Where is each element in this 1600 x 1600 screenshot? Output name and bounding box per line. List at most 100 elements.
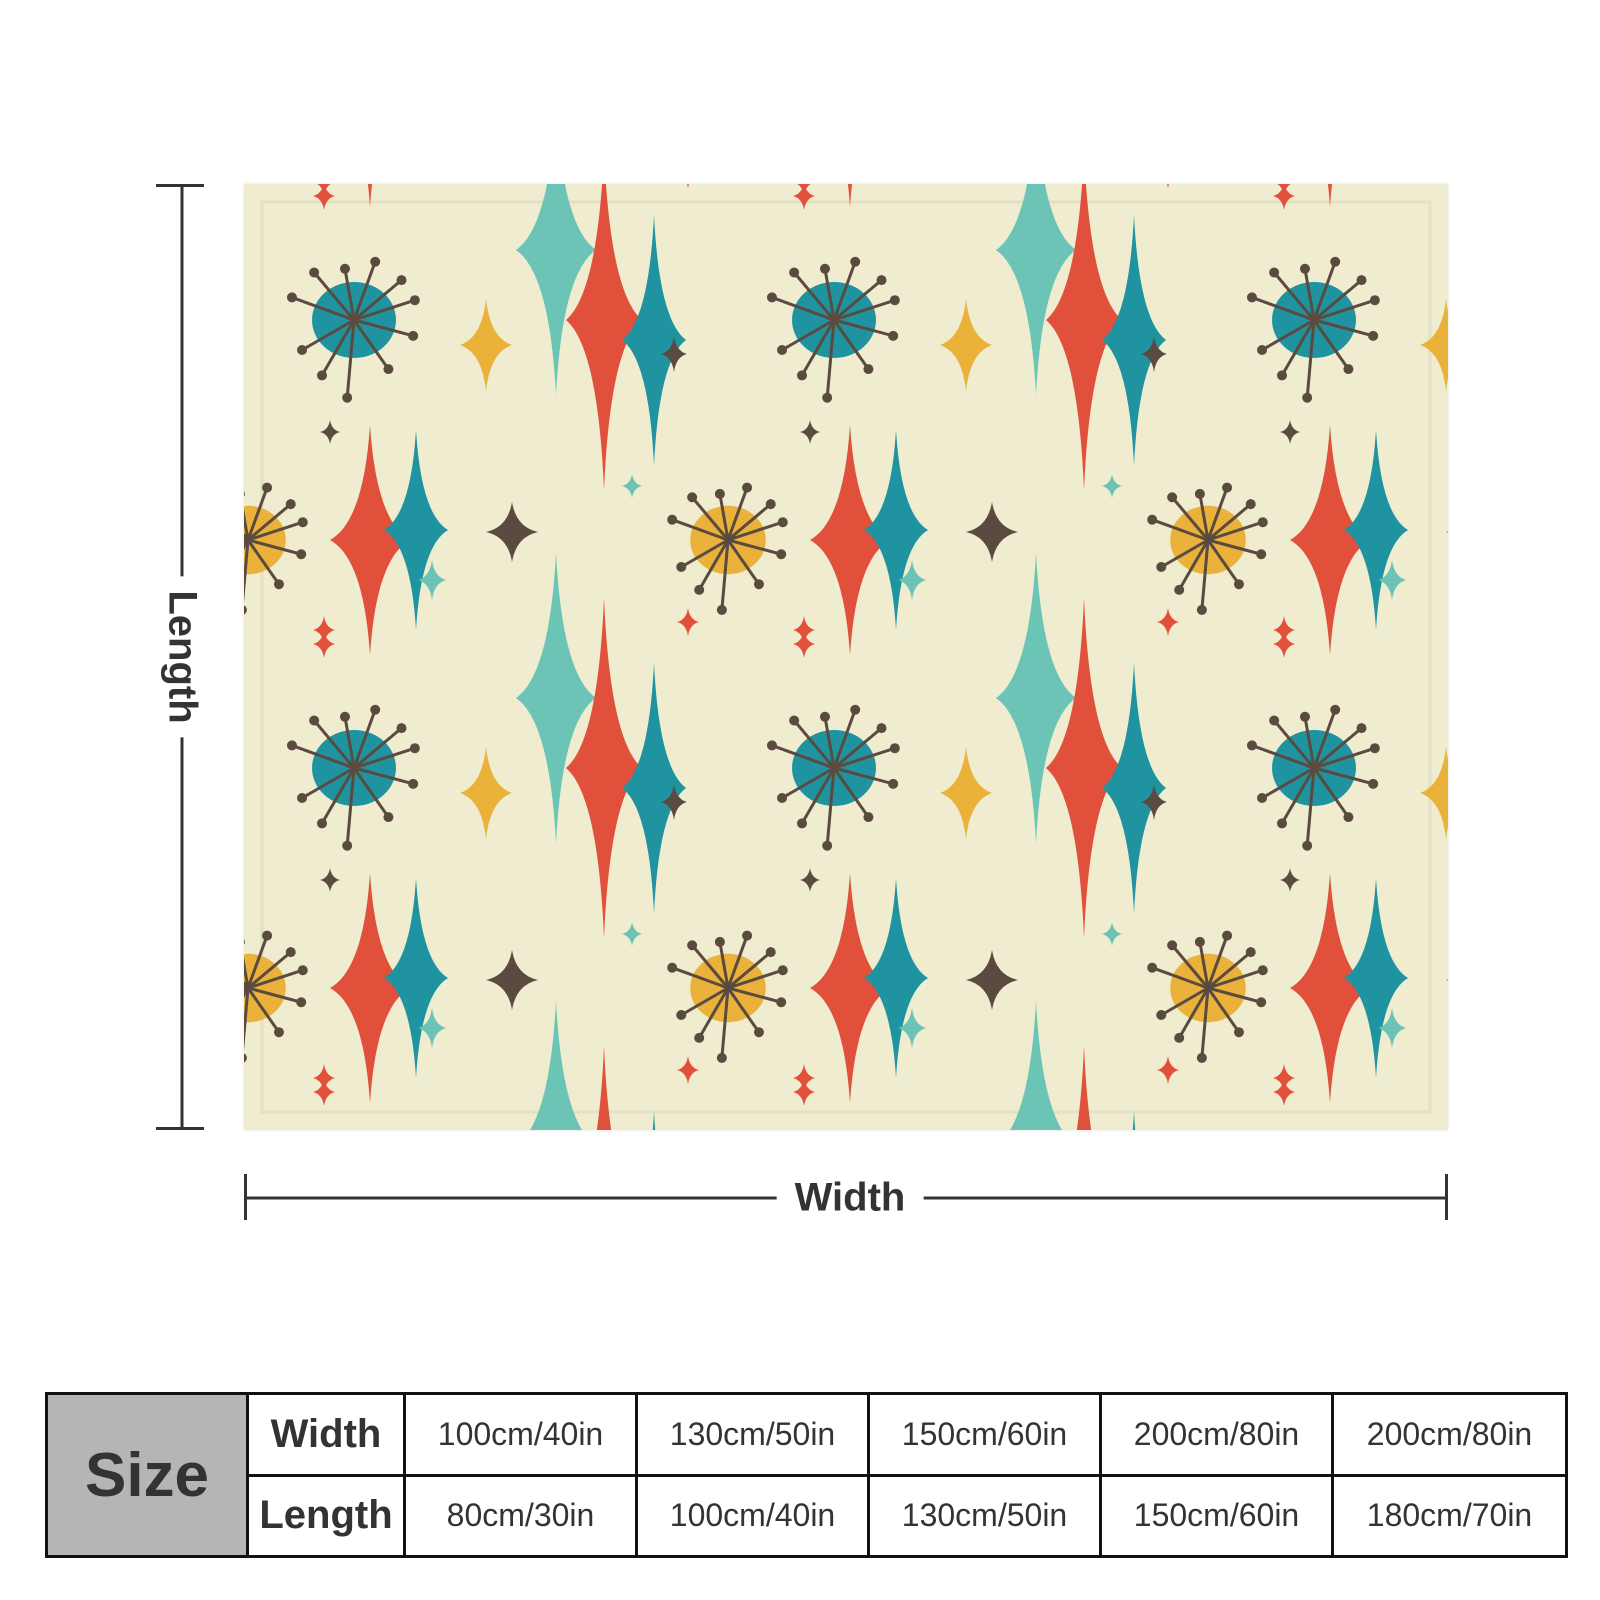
width-cell: 100cm/40in: [403, 1392, 638, 1477]
brown-sparkle-icon: [661, 336, 687, 372]
brown-sparkle-icon: [320, 868, 340, 892]
starburst-dot: [244, 491, 245, 497]
starburst-ray: [1251, 296, 1315, 322]
atomic-starburst-icon: [1246, 256, 1380, 403]
atomic-starburst-icon: [244, 930, 308, 1063]
mustard-sparkle-icon: [460, 747, 512, 839]
starburst-dot: [1246, 740, 1257, 751]
mustard-sparkle-icon: [1420, 299, 1448, 391]
starburst-ray: [832, 319, 870, 371]
starburst-dot: [716, 604, 727, 615]
width-row-label: Width: [246, 1392, 406, 1477]
starburst-dot: [687, 492, 698, 503]
tall-sparkle-icon: [516, 553, 596, 843]
starburst-ray: [726, 539, 761, 586]
tall-sparkle-icon: [566, 598, 642, 938]
starburst-ray: [1206, 539, 1241, 586]
starburst-dot: [777, 793, 788, 803]
starburst-dot: [676, 562, 687, 572]
starburst-dot: [667, 514, 678, 525]
medium-sparkle-icon: [1327, 184, 1333, 207]
starburst-dot: [822, 840, 833, 851]
starburst-dot: [776, 549, 787, 560]
starburst-ray: [1305, 767, 1316, 846]
starburst-dot: [676, 1010, 687, 1020]
starburst-ray: [353, 318, 414, 338]
medium-sparkle-icon: [864, 878, 928, 1078]
starburst-dot: [876, 723, 887, 734]
starburst-dot: [753, 579, 764, 590]
width-cell: 150cm/60in: [867, 1392, 1102, 1477]
starburst-ray: [1206, 987, 1241, 1034]
red-sparkle-icon: [1157, 608, 1179, 636]
starburst-dot: [1245, 947, 1256, 958]
starburst-dot: [1330, 704, 1341, 715]
starburst-dot: [1233, 1027, 1244, 1038]
starburst-ray: [781, 766, 835, 800]
starburst-dot: [273, 579, 284, 590]
atomic-starburst-icon: [286, 704, 420, 851]
starburst-dot: [1257, 965, 1268, 976]
brown-sparkle-icon: [486, 502, 538, 562]
red-sparkle-icon: [1273, 184, 1295, 210]
starburst-ray: [352, 767, 390, 819]
starburst-dot: [765, 947, 776, 958]
tall-sparkle-icon: [566, 184, 642, 490]
starburst-ray: [247, 502, 292, 542]
starburst-dot: [777, 345, 788, 355]
red-sparkle-icon: [687, 184, 689, 188]
starburst-dot: [408, 330, 419, 341]
atomic-starburst-icon: [667, 482, 788, 615]
tall-sparkle-icon: [652, 1111, 656, 1130]
starburst-ray: [1313, 746, 1376, 770]
medium-sparkle-icon: [384, 878, 448, 1078]
starburst-dot: [1369, 743, 1380, 754]
starburst-dot: [1156, 562, 1167, 572]
medium-sparkle-icon: [384, 430, 448, 630]
starburst-ray: [833, 766, 894, 786]
starburst-ray: [1313, 726, 1363, 770]
starburst-dot: [1368, 778, 1379, 789]
starburst-dot: [1147, 514, 1158, 525]
starburst-dot: [1302, 392, 1313, 403]
medium-sparkle-icon: [1290, 873, 1370, 1103]
starburst-dot: [777, 517, 788, 528]
starburst-dot: [1302, 840, 1313, 851]
brown-sparkle-icon: [800, 868, 820, 892]
starburst-dot: [1269, 267, 1280, 278]
starburst-ray: [1312, 261, 1337, 321]
starburst-ray: [832, 261, 857, 321]
width-cell: 200cm/80in: [1331, 1392, 1568, 1477]
starburst-ray: [353, 766, 414, 786]
starburst-ray: [312, 271, 356, 321]
starburst-ray: [246, 987, 281, 1034]
small-sparkle-icon: [418, 1008, 446, 1048]
starburst-dot: [1174, 1032, 1185, 1043]
brown-sparkle-icon: [966, 950, 1018, 1010]
brown-sparkle-icon: [800, 420, 820, 444]
starburst-ray: [291, 296, 355, 322]
starburst-dot: [742, 482, 753, 493]
starburst-dot: [1233, 579, 1244, 590]
starburst-ray: [823, 716, 836, 769]
starburst-dot: [766, 740, 777, 751]
starburst-ray: [726, 987, 761, 1034]
starburst-ray: [1313, 766, 1374, 786]
medium-sparkle-icon: [810, 873, 890, 1103]
starburst-dot: [296, 549, 307, 560]
size-table-width-row: Size Width 100cm/40in 130cm/50in 150cm/6…: [45, 1392, 1568, 1558]
starburst-ray: [1160, 538, 1209, 569]
starburst-dot: [383, 812, 394, 823]
starburst-dot: [1356, 723, 1367, 734]
medium-sparkle-icon: [1290, 425, 1370, 655]
mustard-sparkle-icon: [1420, 747, 1448, 839]
medium-sparkle-icon: [1344, 878, 1408, 1078]
starburst-dot: [409, 295, 420, 306]
starburst-dot: [1257, 345, 1268, 355]
starburst-dot: [244, 939, 245, 945]
starburst-ray: [690, 496, 730, 541]
brown-sparkle-icon: [1280, 420, 1300, 444]
atomic-starburst-icon: [766, 256, 900, 403]
starburst-dot: [339, 711, 350, 722]
tall-sparkle-icon: [1010, 1001, 1062, 1130]
